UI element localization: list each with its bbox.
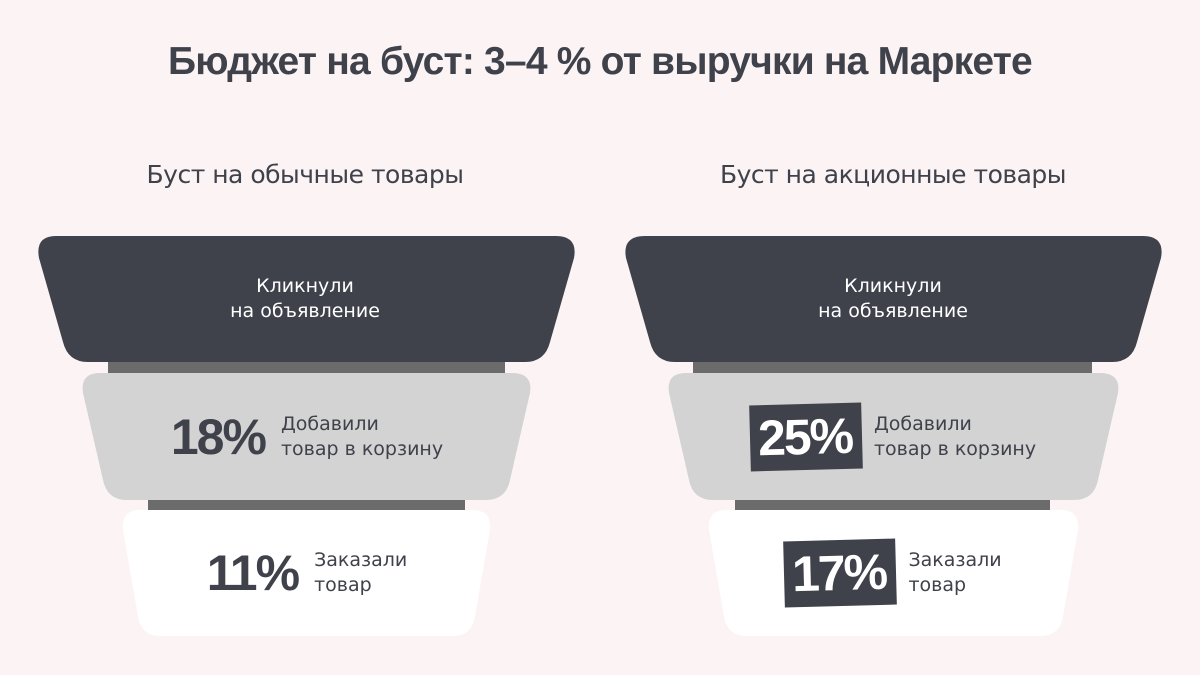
- stage-order-label-2: товар: [908, 574, 967, 596]
- stage-clicked-label-2: на объявление: [230, 300, 380, 322]
- stage-cart-shape: [82, 373, 531, 500]
- stage-clicked-label-1: Кликнули: [256, 275, 354, 297]
- stage-order-value: 17%: [783, 538, 898, 608]
- stage-clicked: Кликнули на объявление: [648, 236, 1138, 362]
- stage-order: 17% Заказали товар: [728, 510, 1058, 636]
- stage-order: 11% Заказали товар: [140, 510, 470, 636]
- stage-order-shape: [122, 510, 491, 636]
- stage-cart: 18% Добавили товар в корзину: [100, 373, 510, 500]
- stage-cart-value: 18%: [170, 408, 267, 465]
- stage-cart-label-2: товар в корзину: [873, 437, 1037, 460]
- stage-cart-label-1: Добавили: [280, 412, 379, 435]
- stage-clicked-shape: [625, 236, 1162, 362]
- stage-cart-label-2: товар в корзину: [280, 437, 444, 460]
- stage-clicked-label-1: Кликнули: [844, 275, 942, 297]
- stage-cart-label-1: Добавили: [873, 412, 972, 435]
- page-title: Бюджет на буст: 3–4 % от выручки на Марк…: [168, 40, 1033, 83]
- stage-order-label-2: товар: [314, 574, 372, 596]
- stage-clicked-label-2: на объявление: [818, 300, 968, 322]
- stage-clicked-shape: [38, 236, 575, 362]
- stage-order-label-1: Заказали: [314, 549, 408, 571]
- stage-clicked: Кликнули на объявление: [60, 236, 550, 362]
- stage-order-label-1: Заказали: [908, 549, 1002, 571]
- funnel-right-subtitle: Буст на акционные товары: [719, 160, 1067, 189]
- stage-cart: 25% Добавили товар в корзину: [688, 373, 1098, 500]
- stage-order-value: 11%: [206, 545, 300, 601]
- stage-cart-value: 25%: [749, 402, 863, 471]
- funnel-left-subtitle: Буст на обычные товары: [146, 160, 464, 189]
